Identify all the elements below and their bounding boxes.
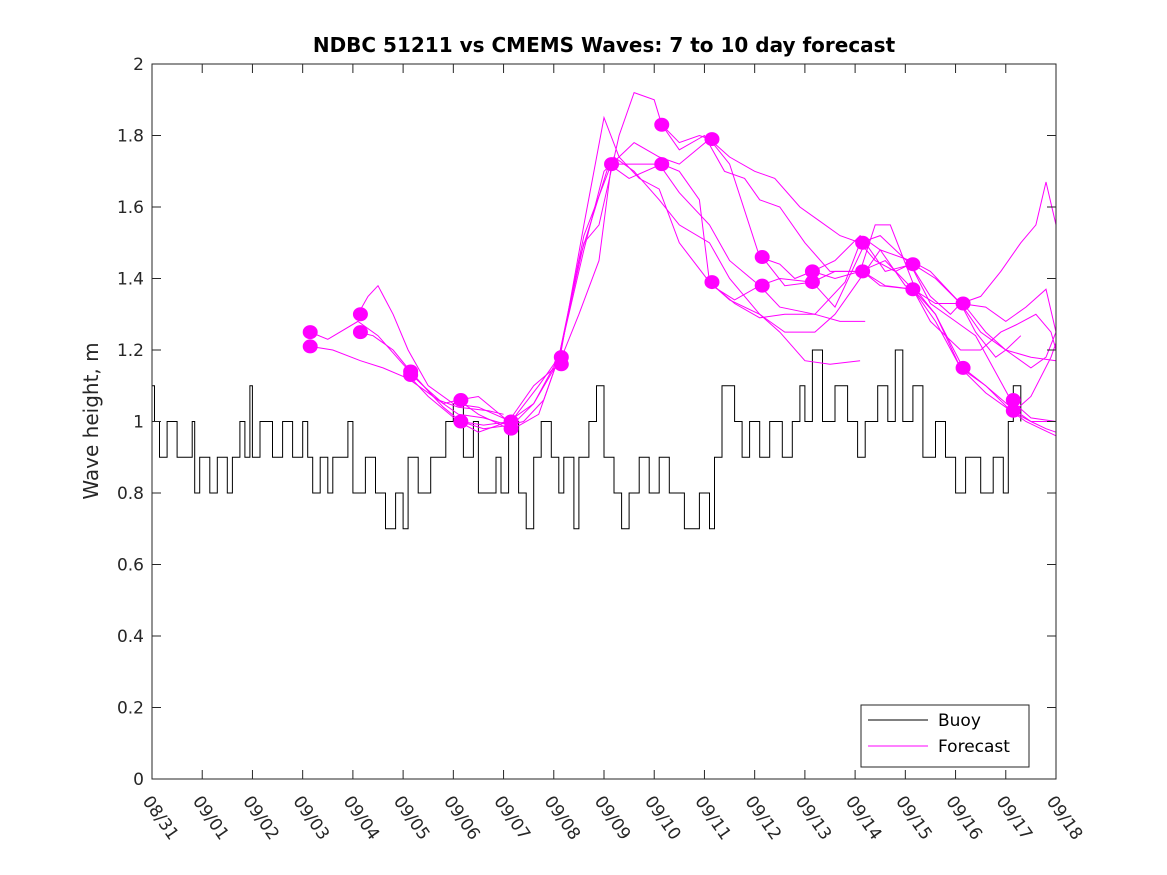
y-tick-label: 1.4 <box>117 270 144 290</box>
forecast-marker <box>654 157 670 172</box>
x-tick-label: 09/16 <box>941 792 985 844</box>
forecast-marker <box>955 360 971 375</box>
y-tick-label: 0.4 <box>117 627 144 647</box>
forecast-marker <box>855 235 871 250</box>
forecast-line <box>407 115 914 433</box>
y-tick-label: 2 <box>133 55 144 75</box>
x-tick-label: 09/04 <box>339 792 383 844</box>
y-tick-label: 0 <box>133 770 144 790</box>
y-tick-label: 1.8 <box>117 127 144 147</box>
x-tick-label: 09/02 <box>238 792 282 844</box>
y-tick-label: 0.6 <box>117 556 144 576</box>
forecast-line <box>558 138 1057 365</box>
y-tick-label: 0.2 <box>117 699 144 719</box>
forecast-marker <box>604 157 620 172</box>
forecast-marker <box>754 278 770 293</box>
y-tick-label: 0.8 <box>117 484 144 504</box>
forecast-marker <box>403 368 419 383</box>
x-tick-label: 09/06 <box>439 792 483 844</box>
forecast-line <box>912 288 1057 437</box>
y-tick-label: 1.2 <box>117 341 144 361</box>
x-tick-label: 09/10 <box>640 792 684 844</box>
x-tick-label: 09/14 <box>841 792 885 844</box>
buoy-series <box>152 349 1022 530</box>
forecast-marker <box>905 282 921 297</box>
forecast-marker <box>352 325 368 340</box>
buoy-line <box>152 349 1022 530</box>
forecast-marker <box>654 117 670 132</box>
x-tick-label: 09/05 <box>389 792 433 844</box>
x-tick-label: 09/07 <box>489 792 533 844</box>
forecast-marker <box>503 421 519 436</box>
forecast-marker <box>754 250 770 265</box>
forecast-line <box>357 331 560 426</box>
forecast-marker <box>453 393 469 408</box>
y-tick-label: 1.6 <box>117 198 144 218</box>
x-tick-label: 09/18 <box>1042 792 1086 844</box>
x-tick-label: 09/08 <box>540 792 584 844</box>
forecast-marker <box>704 132 720 147</box>
forecast-marker <box>704 275 720 290</box>
forecast-marker <box>1005 403 1021 418</box>
forecast-markers <box>302 117 1021 436</box>
y-axis-ticks: 0 0.2 0.4 0.6 0.8 1 1.2 1.4 1.6 1.8 2 <box>117 55 1056 790</box>
x-tick-label: 09/03 <box>289 792 333 844</box>
legend-label-forecast: Forecast <box>938 737 1010 757</box>
chart-title: NDBC 51211 vs CMEMS Waves: 7 to 10 day f… <box>313 33 896 57</box>
forecast-line <box>357 284 512 422</box>
forecast-marker <box>302 339 318 354</box>
y-axis-label: Wave height, m <box>79 342 103 499</box>
x-tick-label: 09/11 <box>690 792 734 844</box>
forecast-marker <box>905 257 921 272</box>
x-tick-label: 09/13 <box>791 792 835 844</box>
forecast-marker <box>804 275 820 290</box>
x-tick-label: 09/17 <box>992 792 1036 844</box>
legend: Buoy Forecast <box>860 704 1030 768</box>
x-tick-label: 09/01 <box>188 792 232 844</box>
forecast-marker <box>352 307 368 322</box>
forecast-line <box>513 156 861 430</box>
forecast-marker <box>453 414 469 429</box>
x-tick-label: 09/09 <box>590 792 634 844</box>
forecast-marker <box>955 296 971 311</box>
legend-box <box>860 704 1030 768</box>
x-tick-label: 09/12 <box>741 792 785 844</box>
x-tick-label: 08/31 <box>138 792 182 844</box>
forecast-marker <box>553 357 569 372</box>
y-tick-label: 1 <box>133 413 144 433</box>
forecast-line <box>962 303 1057 369</box>
forecast-marker <box>302 325 318 340</box>
forecast-marker <box>855 264 871 279</box>
x-tick-label: 09/15 <box>891 792 935 844</box>
legend-label-buoy: Buoy <box>938 711 981 731</box>
